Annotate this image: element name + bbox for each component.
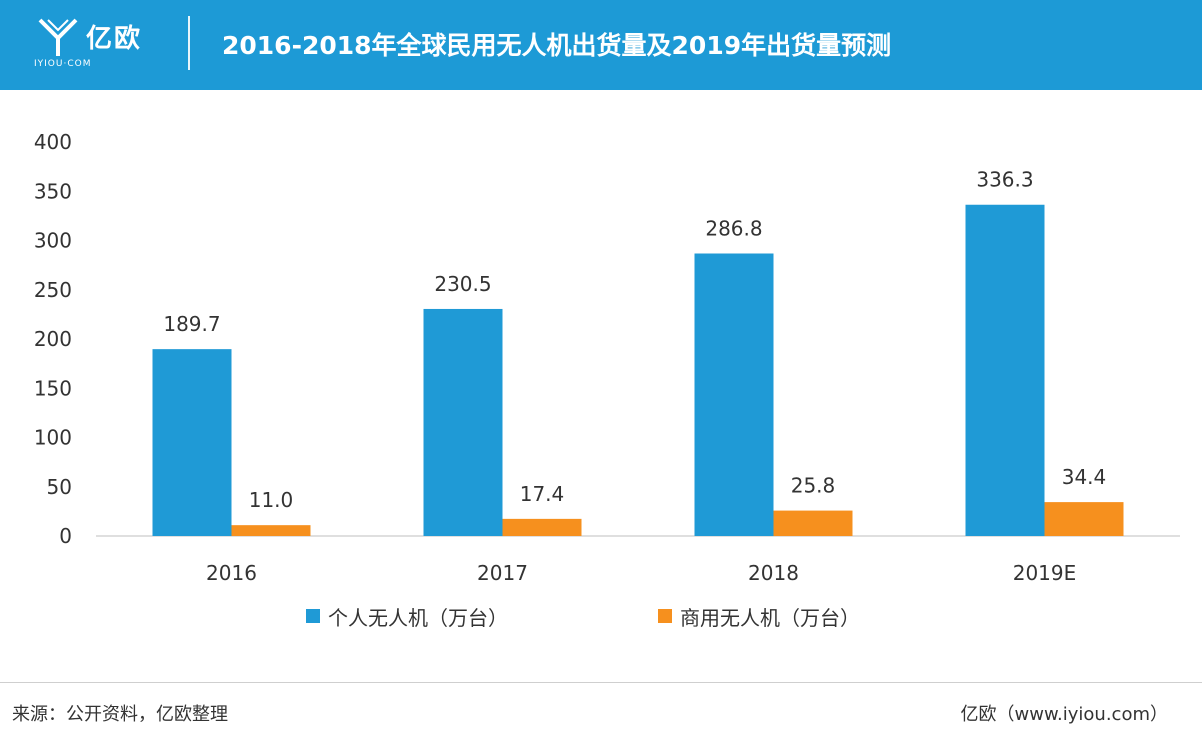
legend-label-commercial: 商用无人机（万台） [680,605,860,630]
y-tick-label: 0 [59,524,72,548]
x-tick-label: 2017 [477,561,528,585]
bar-personal [152,349,232,536]
legend-swatch-commercial [658,609,672,623]
site-credit: 亿欧（www.iyiou.com） [960,704,1168,725]
page-title: 2016-2018年全球民用无人机出货量及2019年出货量预测 [222,31,892,60]
y-tick-label: 200 [34,327,72,351]
bar-commercial [773,510,853,536]
data-label-commercial: 25.8 [791,474,836,498]
x-tick-label: 2019E [1013,561,1077,585]
header-banner: 亿欧 IYIOU·COM 2016-2018年全球民用无人机出货量及2019年出… [0,0,1202,90]
y-tick-label: 250 [34,278,72,302]
footer-divider [0,682,1202,683]
legend-item-commercial: 商用无人机（万台） [658,602,860,631]
data-label-commercial: 17.4 [520,482,565,506]
legend-label-personal: 个人无人机（万台） [328,605,508,630]
source-note: 来源：公开资料，亿欧整理 [12,704,228,725]
bar-personal [423,308,503,536]
bar-personal [965,204,1045,536]
y-tick-label: 100 [34,426,72,450]
bar-commercial [502,518,582,536]
data-label-personal: 336.3 [976,168,1033,192]
header-divider [188,16,190,70]
data-label-commercial: 11.0 [249,488,294,512]
logo-y-icon [38,18,78,56]
y-tick-label: 400 [34,130,72,154]
bar-commercial [1044,502,1124,536]
logo-text: 亿欧 [86,24,143,54]
data-label-personal: 189.7 [163,312,220,336]
x-tick-label: 2018 [748,561,799,585]
y-tick-label: 350 [34,179,72,203]
bar-chart: 0 50 100 150 200 250 300 350 400 189.7 11.0 2016 230… [34,130,1180,585]
data-label-commercial: 34.4 [1062,465,1107,489]
legend-item-personal: 个人无人机（万台） [306,602,508,631]
bar-personal [694,253,774,536]
x-tick-label: 2016 [206,561,257,585]
chart-legend: 个人无人机（万台） 商用无人机（万台） [306,602,1010,630]
y-tick-label: 300 [34,229,72,253]
y-tick-label: 150 [34,376,72,400]
data-label-personal: 230.5 [434,272,491,296]
y-tick-label: 50 [47,475,72,499]
bar-commercial [231,525,311,536]
data-label-personal: 286.8 [705,217,762,241]
legend-swatch-personal [306,609,320,623]
logo-subtext: IYIOU·COM [34,59,92,69]
logo: 亿欧 IYIOU·COM [30,12,180,78]
